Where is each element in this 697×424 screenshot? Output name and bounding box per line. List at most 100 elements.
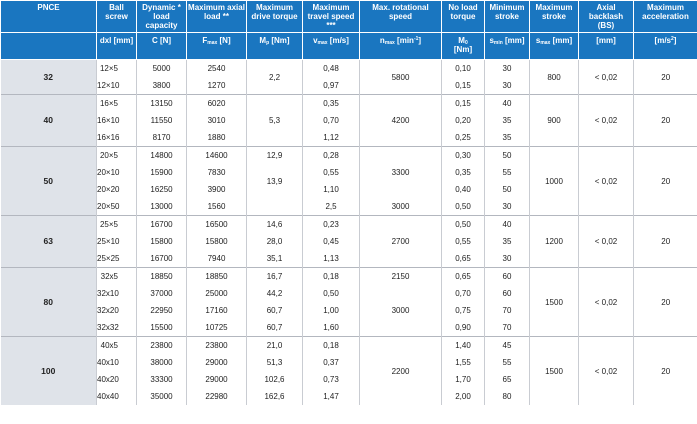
drive-torque-cell: 28,0 — [246, 233, 303, 250]
no-load-torque-cell: 0,65 — [441, 267, 485, 285]
table-row: 12×10 3800 1270 0,97 0,15 30 — [1, 77, 697, 95]
dynamic-load-cell: 16250 — [136, 181, 187, 198]
drive-torque-cell: 60,7 — [246, 302, 303, 319]
no-load-torque-cell: 0,55 — [441, 233, 485, 250]
drive-torque-cell: 51,3 — [246, 354, 303, 371]
travel-speed-cell: 0,73 — [302, 371, 360, 388]
travel-speed-cell: 0,70 — [302, 112, 360, 129]
drive-torque-cell: 2,2 — [246, 59, 303, 95]
rot-speed-cell: 3000 — [359, 198, 442, 216]
backlash-cell: < 0,02 — [578, 336, 634, 405]
min-stroke-cell: 35 — [484, 112, 530, 129]
axial-load-cell: 14600 — [186, 146, 247, 164]
dynamic-load-cell: 33300 — [136, 371, 187, 388]
ball-screw-cell: 32x10 — [96, 285, 137, 302]
min-stroke-cell: 30 — [484, 250, 530, 268]
header-max-travel-speed: Maximum travel speed *** — [302, 0, 360, 33]
header-row: PNCE Ball screw Dynamic * load capacity … — [0, 0, 697, 33]
no-load-torque-cell: 1,40 — [441, 336, 485, 354]
table-row: 32x20 22950 17160 60,7 1,00 0,75 70 — [1, 302, 697, 319]
ball-screw-cell: 32x5 — [96, 267, 137, 285]
dynamic-load-cell: 35000 — [136, 388, 187, 405]
drive-torque-cell: 13,9 — [246, 164, 303, 198]
axial-load-cell: 7830 — [186, 164, 247, 181]
unit-pnce — [0, 32, 97, 60]
table-row: 20×50 13000 1560 2,5 3000 0,50 30 — [1, 198, 697, 216]
no-load-torque-cell: 0,35 — [441, 164, 485, 181]
ball-screw-cell: 20×20 — [96, 181, 137, 198]
dynamic-load-cell: 18850 — [136, 267, 187, 285]
pnce-size: 50 — [0, 146, 97, 216]
min-stroke-cell: 55 — [484, 354, 530, 371]
accel-cell: 20 — [633, 215, 697, 268]
pnce-size: 32 — [0, 59, 97, 95]
max-stroke-cell: 800 — [529, 59, 579, 95]
drive-torque-cell: 16,7 — [246, 267, 303, 285]
ball-screw-cell: 16×10 — [96, 112, 137, 129]
drive-torque-cell: 44,2 — [246, 285, 303, 302]
min-stroke-cell: 35 — [484, 233, 530, 250]
table-row: 25×10 15800 15800 28,0 0,45 0,55 35 — [1, 233, 697, 250]
dynamic-load-cell: 15800 — [136, 233, 187, 250]
dynamic-load-cell: 8170 — [136, 129, 187, 147]
axial-load-cell: 22980 — [186, 388, 247, 405]
travel-speed-cell: 0,45 — [302, 233, 360, 250]
travel-speed-cell: 1,12 — [302, 129, 360, 147]
drive-torque-cell: 102,6 — [246, 371, 303, 388]
table-row: 50 20×5 14800 14600 12,9 0,28 3300 0,30 … — [0, 146, 697, 216]
axial-load-cell: 3900 — [186, 181, 247, 198]
no-load-torque-cell: 1,70 — [441, 371, 485, 388]
table-row: 40x40 35000 22980 162,6 1,47 2,00 80 — [1, 388, 697, 405]
table-row: 40x20 33300 29000 102,6 0,73 1,70 65 — [1, 371, 697, 388]
table-row: 40x10 38000 29000 51,3 0,37 1,55 55 — [1, 354, 697, 371]
unit-ball-screw: dxl [mm] — [96, 32, 137, 60]
table-row: 20×20 16250 3900 1,10 0,40 50 — [1, 181, 697, 198]
min-stroke-cell: 40 — [484, 94, 530, 112]
travel-speed-cell: 2,5 — [302, 198, 360, 216]
header-no-load-torque: No load torque — [441, 0, 485, 33]
accel-cell: 20 — [633, 94, 697, 147]
pnce-size: 63 — [0, 215, 97, 268]
ball-screw-cell: 40x10 — [96, 354, 137, 371]
axial-load-cell: 1880 — [186, 129, 247, 147]
travel-speed-cell: 0,23 — [302, 215, 360, 233]
dynamic-load-cell: 16700 — [136, 250, 187, 268]
accel-cell: 20 — [633, 267, 697, 337]
ball-screw-cell: 12×5 — [96, 59, 137, 77]
table-row: 63 25×5 16700 16500 14,6 0,23 2700 0,50 … — [0, 215, 697, 268]
drive-torque-cell: 5,3 — [246, 94, 303, 147]
accel-cell: 20 — [633, 59, 697, 95]
drive-torque-cell: 14,6 — [246, 215, 303, 233]
no-load-torque-cell: 0,15 — [441, 77, 485, 95]
units-row: dxl [mm] C [N] Fmax [N] Mp [Nm] vmax [m/… — [0, 32, 697, 60]
drive-torque-cell: 21,0 — [246, 336, 303, 354]
ball-screw-cell: 25×25 — [96, 250, 137, 268]
header-max-drive-torque: Maximum drive torque — [246, 0, 303, 33]
pnce-size: 80 — [0, 267, 97, 337]
dynamic-load-cell: 13150 — [136, 94, 187, 112]
axial-load-cell: 2540 — [186, 59, 247, 77]
header-min-stroke: Minimum stroke — [484, 0, 530, 33]
unit-max-axial-load: Fmax [N] — [186, 32, 247, 60]
travel-speed-cell: 0,18 — [302, 336, 360, 354]
dynamic-load-cell: 15500 — [136, 319, 187, 337]
no-load-torque-cell: 0,25 — [441, 129, 485, 147]
min-stroke-cell: 65 — [484, 371, 530, 388]
travel-speed-cell: 0,55 — [302, 164, 360, 181]
travel-speed-cell: 0,37 — [302, 354, 360, 371]
drive-torque-cell: 60,7 — [246, 319, 303, 337]
axial-load-cell: 1560 — [186, 198, 247, 216]
min-stroke-cell: 50 — [484, 181, 530, 198]
ball-screw-cell: 25×10 — [96, 233, 137, 250]
travel-speed-cell: 1,47 — [302, 388, 360, 405]
min-stroke-cell: 60 — [484, 267, 530, 285]
rot-speed-cell: 4200 — [359, 94, 442, 147]
travel-speed-cell: 0,28 — [302, 146, 360, 164]
dynamic-load-cell: 22950 — [136, 302, 187, 319]
backlash-cell: < 0,02 — [578, 267, 634, 337]
no-load-torque-cell: 0,40 — [441, 181, 485, 198]
table-row: 20×10 15900 7830 13,9 0,55 0,35 55 — [1, 164, 697, 198]
min-stroke-cell: 45 — [484, 336, 530, 354]
axial-load-cell: 7940 — [186, 250, 247, 268]
table-row: 16×16 8170 1880 1,12 0,25 35 — [1, 129, 697, 147]
